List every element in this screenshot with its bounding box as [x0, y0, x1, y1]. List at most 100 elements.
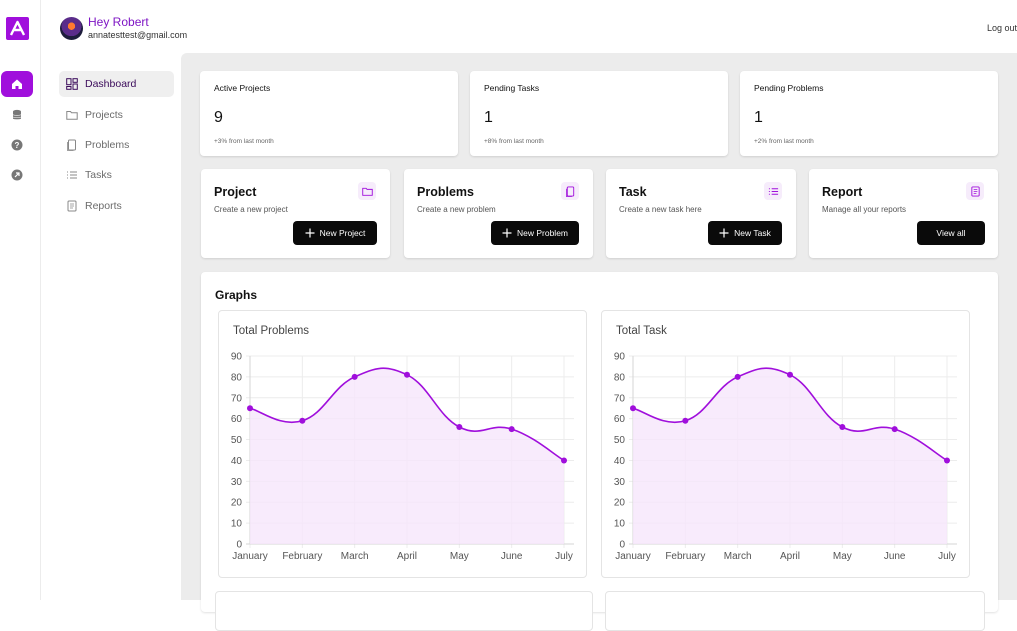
action-subtitle: Manage all your reports — [822, 205, 907, 214]
data-point[interactable] — [839, 424, 846, 431]
svg-text:?: ? — [15, 141, 20, 150]
stat-value: 9 — [214, 109, 223, 126]
document-icon — [565, 185, 574, 197]
rail-database-button[interactable] — [1, 102, 33, 128]
action-title: Task — [619, 185, 647, 199]
new-task-button[interactable]: New Task — [708, 221, 782, 245]
x-tick-label: June — [884, 551, 906, 562]
new-project-button[interactable]: New Project — [293, 221, 377, 245]
stat-title: Pending Problems — [754, 83, 824, 93]
x-tick-label: January — [615, 551, 651, 562]
data-point[interactable] — [299, 417, 306, 424]
plus-icon — [502, 228, 512, 238]
x-tick-label: April — [397, 551, 417, 562]
data-point[interactable] — [351, 373, 358, 380]
sidebar-item-tasks[interactable]: Tasks — [59, 162, 174, 188]
stat-change: +2% from last month — [754, 138, 814, 145]
y-tick-label: 50 — [231, 435, 243, 446]
y-tick-label: 20 — [231, 498, 243, 509]
help-icon: ? — [11, 139, 23, 151]
action-subtitle: Create a new task here — [619, 205, 702, 214]
action-card-problems: Problems Create a new problem New Proble… — [404, 169, 593, 258]
data-point[interactable] — [734, 373, 741, 380]
view-all-reports-button[interactable]: View all — [917, 221, 985, 245]
stat-change: +8% from last month — [484, 138, 544, 145]
user-greeting: Hey Robert — [88, 15, 149, 29]
y-tick-label: 0 — [236, 540, 242, 551]
rail-home-button[interactable] — [1, 71, 33, 97]
data-point[interactable] — [456, 424, 463, 431]
sidebar-item-dashboard[interactable]: Dashboard — [59, 71, 174, 97]
chart-card-total-problems: Total Problems 0 10 20 30 40 50 60 70 80 90 Januar… — [218, 310, 587, 578]
x-tick-label: June — [501, 551, 523, 562]
x-tick-label: July — [938, 551, 956, 562]
folder-icon — [361, 187, 373, 196]
data-point[interactable] — [630, 405, 636, 412]
data-point[interactable] — [787, 371, 793, 378]
app-logo[interactable] — [6, 17, 29, 40]
chart-card-lower-right — [605, 591, 985, 631]
stat-card-active-projects: Active Projects 9 +3% from last month — [200, 71, 458, 156]
arrow-icon — [11, 169, 23, 181]
x-tick-label: May — [450, 551, 469, 562]
rail-arrow-button[interactable] — [1, 162, 33, 188]
rail-help-button[interactable]: ? — [1, 132, 33, 158]
y-tick-label: 20 — [614, 498, 626, 509]
icon-rail: ? — [0, 0, 41, 600]
y-tick-label: 40 — [614, 456, 626, 467]
action-card-project: Project Create a new project New Project — [201, 169, 390, 258]
data-point[interactable] — [944, 457, 950, 464]
action-title: Project — [214, 185, 257, 199]
action-card-task: Task Create a new task here New Task — [606, 169, 796, 258]
sidebar-item-reports[interactable]: Reports — [59, 193, 174, 219]
stat-value: 1 — [754, 109, 763, 126]
data-point[interactable] — [508, 426, 515, 433]
chart-title: Total Problems — [233, 325, 310, 337]
plus-icon — [305, 228, 315, 238]
action-title: Problems — [417, 185, 474, 199]
data-point[interactable] — [404, 371, 410, 378]
data-point[interactable] — [682, 417, 689, 424]
chart-card-total-task: Total Task 0 10 20 30 40 50 60 70 80 90 January Feb… — [601, 310, 970, 578]
main-content: Active Projects 9 +3% from last month Pe… — [181, 53, 1017, 631]
y-tick-label: 50 — [614, 435, 626, 446]
series-area — [633, 368, 947, 544]
chart-title: Total Task — [616, 325, 667, 337]
y-tick-label: 10 — [614, 519, 626, 530]
stat-card-pending-tasks: Pending Tasks 1 +8% from last month — [470, 71, 728, 156]
sidebar-item-label: Reports — [85, 200, 122, 212]
folder-icon — [66, 111, 78, 120]
y-tick-label: 80 — [614, 372, 626, 383]
sidebar-item-problems[interactable]: Problems — [59, 132, 174, 158]
y-tick-label: 70 — [614, 393, 626, 404]
action-icon-badge — [561, 182, 579, 200]
action-icon-badge — [764, 182, 782, 200]
stat-title: Active Projects — [214, 83, 271, 93]
button-label: New Project — [319, 228, 366, 238]
home-icon — [12, 79, 22, 89]
action-subtitle: Create a new project — [214, 205, 288, 214]
series-area — [250, 368, 564, 544]
data-point[interactable] — [247, 405, 253, 412]
report-icon — [67, 200, 77, 212]
x-tick-label: April — [780, 551, 800, 562]
report-icon — [970, 185, 980, 197]
data-point[interactable] — [891, 426, 898, 433]
data-point[interactable] — [561, 457, 567, 464]
dashboard-icon — [66, 78, 78, 90]
y-tick-label: 30 — [614, 477, 626, 488]
x-tick-label: July — [555, 551, 573, 562]
button-label: New Task — [734, 228, 771, 238]
action-subtitle: Create a new problem — [417, 205, 496, 214]
sidebar-item-projects[interactable]: Projects — [59, 102, 174, 128]
total-problems-chart: 0 10 20 30 40 50 60 70 80 90 January February March A… — [231, 352, 574, 562]
avatar[interactable] — [60, 17, 83, 40]
y-tick-label: 60 — [614, 414, 626, 425]
logout-button[interactable]: Log out — [986, 23, 1017, 33]
y-tick-label: 0 — [619, 540, 625, 551]
graphs-title: Graphs — [215, 288, 258, 302]
chart-card-lower-left — [215, 591, 593, 631]
new-problem-button[interactable]: New Problem — [491, 221, 579, 245]
y-tick-label: 30 — [231, 477, 243, 488]
y-tick-label: 40 — [231, 456, 243, 467]
